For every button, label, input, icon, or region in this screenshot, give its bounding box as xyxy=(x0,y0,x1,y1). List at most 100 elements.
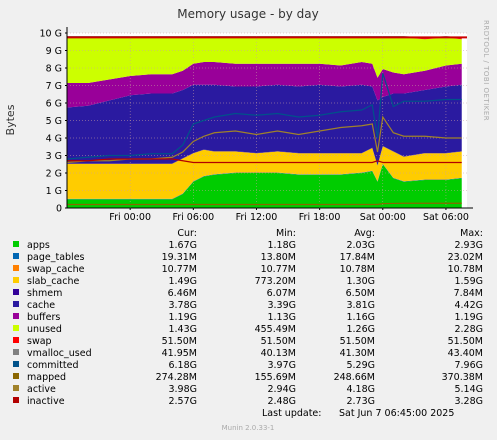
legend-value: 2.73G xyxy=(346,396,375,407)
legend-value: 17.84M xyxy=(340,252,375,263)
y-tick-label: 1 G xyxy=(46,186,62,197)
legend-value: 1.18G xyxy=(267,240,296,251)
x-tick-label: Fri 18:00 xyxy=(299,212,341,223)
legend-value: 248.66M xyxy=(334,372,375,383)
legend-value: 51.50M xyxy=(340,336,375,347)
legend-label-active: active xyxy=(27,384,56,395)
legend-swatch-buffers xyxy=(13,313,19,319)
area-apps xyxy=(67,164,462,208)
legend-label-slab_cache: slab_cache xyxy=(27,276,79,287)
legend-value: 370.38M xyxy=(442,372,483,383)
legend-value: 1.26G xyxy=(346,324,375,335)
last-update-value: Sat Jun 7 06:45:00 2025 xyxy=(339,408,454,419)
legend-label-unused: unused xyxy=(27,324,62,335)
legend-swatch-mapped xyxy=(13,373,19,379)
area-cache xyxy=(67,84,462,166)
legend-value: 1.30G xyxy=(346,276,375,287)
legend-value: 3.97G xyxy=(267,360,296,371)
legend-value: 7.96G xyxy=(454,360,483,371)
legend-swatch-committed xyxy=(13,361,19,367)
legend-swatch-active xyxy=(13,385,19,391)
legend-swatch-slab_cache xyxy=(13,277,19,283)
legend-value: 10.78M xyxy=(448,264,483,275)
last-update-label: Last update: xyxy=(262,408,321,419)
y-tick-label: 3 G xyxy=(46,151,62,162)
legend-value: 773.20M xyxy=(255,276,296,287)
legend-value: 2.03G xyxy=(346,240,375,251)
legend-value: 7.84M xyxy=(454,288,483,299)
y-tick-label: 2 G xyxy=(46,169,62,180)
legend-value: 4.18G xyxy=(346,384,375,395)
legend-swatch-shmem xyxy=(13,289,19,295)
legend-value: 3.81G xyxy=(346,300,375,311)
legend-value: 5.14G xyxy=(454,384,483,395)
legend-value: 3.98G xyxy=(168,384,197,395)
y-tick-label: 0 xyxy=(56,204,62,215)
legend-label-inactive: inactive xyxy=(27,396,65,407)
legend-value: 3.39G xyxy=(267,300,296,311)
line-mapped xyxy=(67,202,462,206)
legend-value: 2.48G xyxy=(267,396,296,407)
legend-value: 2.57G xyxy=(168,396,197,407)
legend-label-cache: cache xyxy=(27,300,55,311)
footer-version: Munin 2.0.33-1 xyxy=(222,424,275,432)
legend-value: 10.77M xyxy=(261,264,296,275)
legend-value: 51.50M xyxy=(261,336,296,347)
legend-value: 2.93G xyxy=(454,240,483,251)
legend-value: 6.07M xyxy=(267,288,296,299)
legend-value: 274.28M xyxy=(156,372,197,383)
legend-value: 6.50M xyxy=(346,288,375,299)
x-tick-label: Fri 00:00 xyxy=(109,212,151,223)
legend-value: 6.18G xyxy=(168,360,197,371)
y-tick-label: 9 G xyxy=(46,46,62,57)
legend-value: 13.80M xyxy=(261,252,296,263)
legend-value: 455.49M xyxy=(255,324,296,335)
line-committed xyxy=(66,73,462,160)
x-tick-label: Fri 06:00 xyxy=(172,212,214,223)
legend-label-apps: apps xyxy=(27,240,50,251)
legend-value: 41.95M xyxy=(162,348,197,359)
legend-label-committed: committed xyxy=(27,360,79,371)
legend-value: 4.42G xyxy=(454,300,483,311)
legend-value: 10.78M xyxy=(340,264,375,275)
legend-value: 2.28G xyxy=(454,324,483,335)
area-page_tables xyxy=(67,163,462,200)
legend-label-swap: swap xyxy=(27,336,52,347)
legend-column-header: Min: xyxy=(276,228,296,239)
legend-swatch-swap xyxy=(13,337,19,343)
area-unused xyxy=(67,37,462,84)
legend-value: 19.31M xyxy=(162,252,197,263)
y-tick-label: 7 G xyxy=(46,81,62,92)
legend-label-page_tables: page_tables xyxy=(27,252,85,263)
legend-value: 1.67G xyxy=(168,240,197,251)
legend-label-buffers: buffers xyxy=(27,312,60,323)
y-tick-label: 4 G xyxy=(46,134,62,145)
legend-value: 10.77M xyxy=(162,264,197,275)
legend-swatch-page_tables xyxy=(13,253,19,259)
chart-title: Memory usage - by day xyxy=(177,7,318,21)
legend-value: 51.50M xyxy=(448,336,483,347)
side-label: RRDTOOL / TOBI OETIKER xyxy=(482,20,490,121)
legend-swatch-inactive xyxy=(13,397,19,403)
legend-swatch-cache xyxy=(13,301,19,307)
line-series xyxy=(66,36,467,206)
legend-value: 41.30M xyxy=(340,348,375,359)
axes: 0 1 G 2 G 3 G 4 G 5 G 6 G 7 G 8 G 9 G 10 G Fri 00:0… xyxy=(40,27,473,223)
legend-label-shmem: shmem xyxy=(27,288,62,299)
x-tick-label: Sat 06:00 xyxy=(423,212,469,223)
y-tick-label: 8 G xyxy=(46,64,62,75)
area-buffers xyxy=(67,62,462,108)
line-inactive xyxy=(67,158,462,164)
legend-value: 1.13G xyxy=(267,312,296,323)
stacked-areas xyxy=(67,35,462,208)
legend-swatch-vmalloc_used xyxy=(13,349,19,355)
legend-value: 1.16G xyxy=(346,312,375,323)
legend-column-header: Max: xyxy=(460,228,483,239)
legend-value: 23.02M xyxy=(448,252,483,263)
legend-label-vmalloc_used: vmalloc_used xyxy=(27,348,92,359)
legend-value: 6.46M xyxy=(168,288,197,299)
legend-value: 1.19G xyxy=(168,312,197,323)
area-slab_cache xyxy=(67,146,462,199)
